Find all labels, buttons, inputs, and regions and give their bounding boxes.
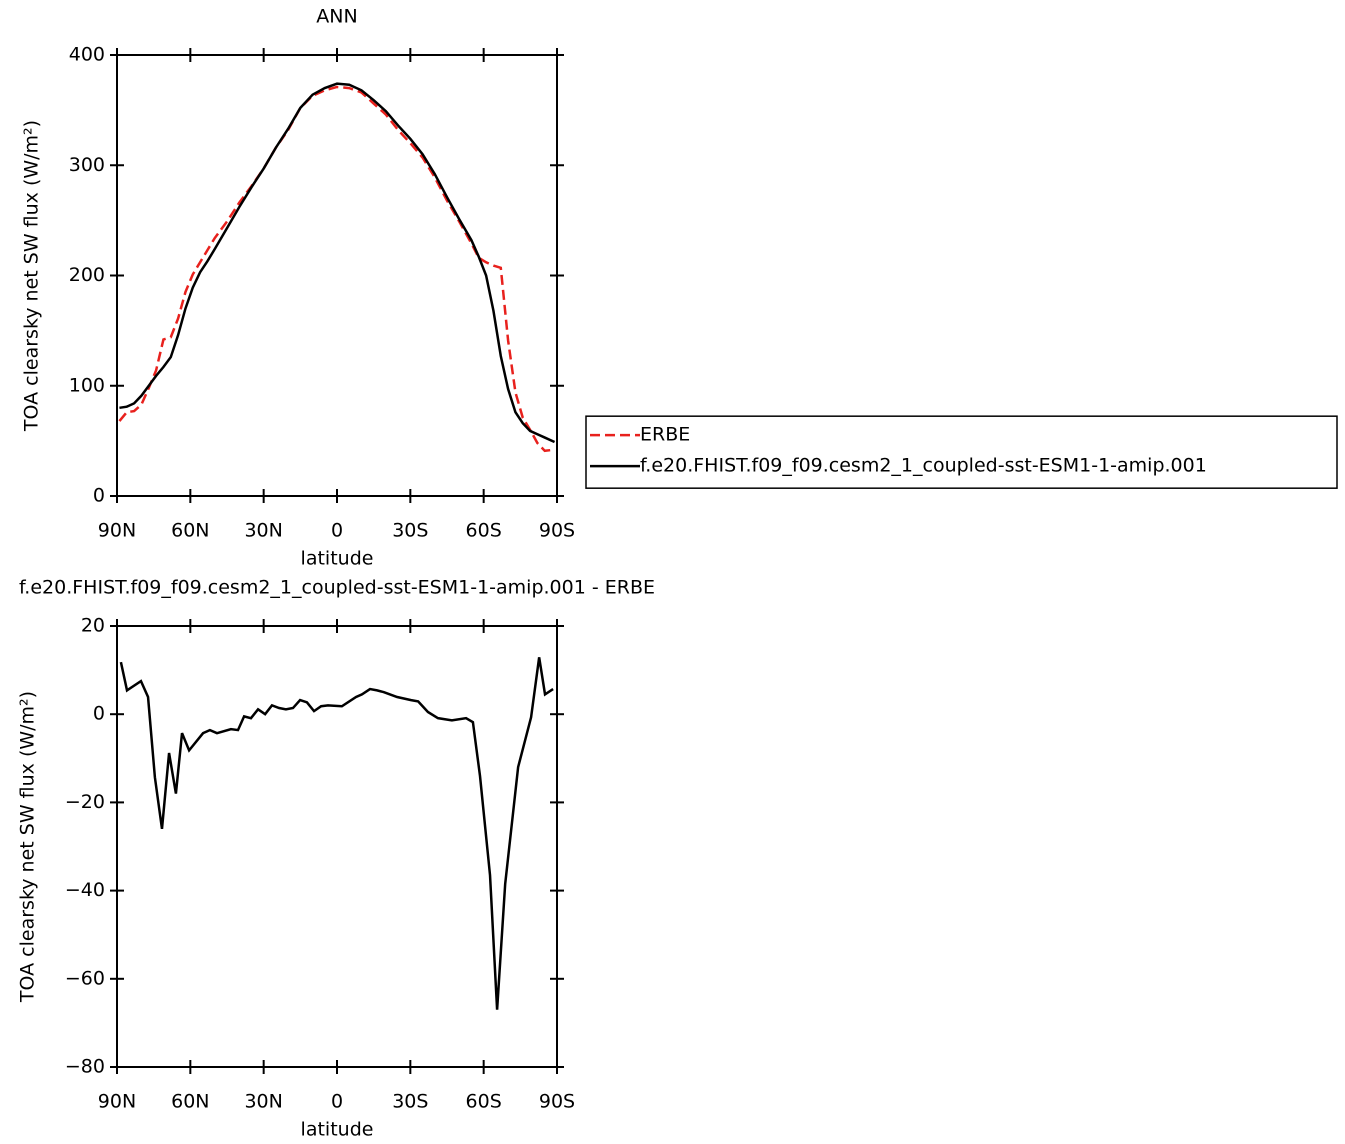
y-tick-label: 100 <box>69 374 105 396</box>
chart-title: ANN <box>316 6 357 28</box>
y-axis-label: TOA clearsky net SW flux (W/m²) <box>21 120 43 432</box>
x-tick-label: 60N <box>171 1091 209 1113</box>
x-tick-label: 90S <box>539 1091 575 1113</box>
x-axis-label: latitude <box>301 1119 374 1141</box>
y-tick-label: −60 <box>65 967 105 989</box>
y-tick-label: −20 <box>65 791 105 813</box>
y-tick-label: 0 <box>93 485 105 507</box>
x-tick-label: 60S <box>466 1091 502 1113</box>
x-tick-label: 0 <box>331 1091 343 1113</box>
series-line <box>118 85 555 453</box>
y-tick-label: 400 <box>69 44 105 66</box>
y-tick-label: 0 <box>93 703 105 725</box>
x-tick-label: 90S <box>539 520 575 542</box>
x-tick-label: 90N <box>98 520 136 542</box>
x-tick-label: 30N <box>244 520 282 542</box>
legend-label: ERBE <box>640 424 690 446</box>
y-tick-label: −40 <box>65 879 105 901</box>
x-tick-label: 60N <box>171 520 209 542</box>
legend: ERBE f.e20.FHIST.f09_f09.cesm2_1_coupled-… <box>585 415 1338 489</box>
legend-label: f.e20.FHIST.f09_f09.cesm2_1_coupled-sst-… <box>640 455 1207 477</box>
chart-title: f.e20.FHIST.f09_f09.cesm2_1_coupled-sst-… <box>19 577 655 599</box>
series-line <box>119 657 554 1010</box>
x-tick-label: 30S <box>392 1091 428 1113</box>
x-tick-label: 30S <box>392 520 428 542</box>
series-line <box>119 82 556 444</box>
x-tick-label: 30N <box>244 1091 282 1113</box>
legend-box <box>585 415 1338 489</box>
x-tick-label: 90N <box>98 1091 136 1113</box>
y-tick-label: 20 <box>81 615 105 637</box>
y-tick-label: −80 <box>65 1056 105 1078</box>
x-tick-label: 0 <box>331 520 343 542</box>
plot-frame <box>116 54 558 497</box>
y-axis-label: TOA clearsky net SW flux (W/m²) <box>17 691 39 1003</box>
y-tick-label: 300 <box>69 154 105 176</box>
plot-frame <box>116 625 558 1068</box>
x-axis-label: latitude <box>301 548 374 570</box>
y-tick-label: 200 <box>69 264 105 286</box>
x-tick-label: 60S <box>466 520 502 542</box>
